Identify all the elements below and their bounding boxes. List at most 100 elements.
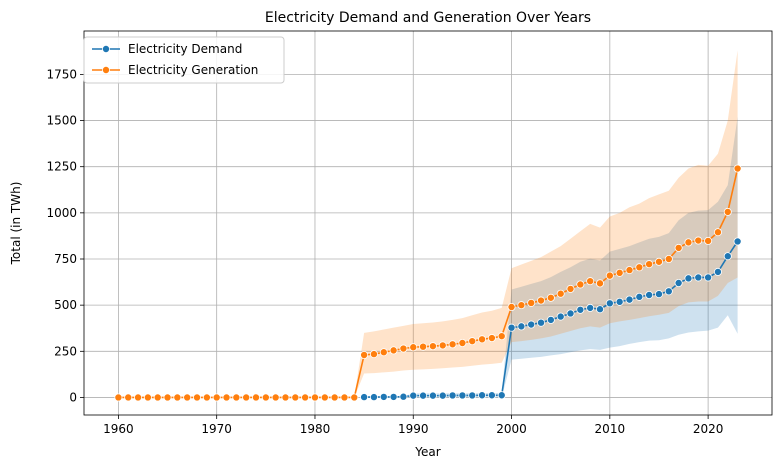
series-0-point	[566, 309, 575, 318]
series-0-point	[438, 391, 447, 400]
series-1-point	[251, 393, 260, 402]
series-0-point	[664, 287, 673, 296]
series-1-point	[527, 298, 536, 307]
series-1-point	[605, 271, 614, 280]
series-0-point	[478, 391, 487, 400]
legend-items: Electricity Demand Electricity Generation	[92, 42, 258, 77]
series-0-point	[458, 391, 467, 400]
series-0-point	[723, 252, 732, 261]
legend-label-0: Electricity Demand	[128, 42, 242, 56]
series-1-point	[713, 228, 722, 237]
series-1-point	[232, 393, 241, 402]
series-0-point	[615, 297, 624, 306]
confidence-bands	[118, 50, 738, 398]
series-0-point	[507, 323, 516, 332]
series-1-point	[458, 338, 467, 347]
series-1-point	[704, 236, 713, 245]
chart-title: Electricity Demand and Generation Over Y…	[265, 10, 591, 26]
series-0-point	[645, 290, 654, 299]
series-1-point	[369, 350, 378, 359]
series-1-band	[118, 50, 738, 398]
series-1-point	[546, 293, 555, 302]
series-0-point	[537, 318, 546, 327]
series-0-point	[684, 274, 693, 283]
series-0-point	[409, 391, 418, 400]
legend-marker-0	[102, 45, 111, 54]
series-1-point	[556, 289, 565, 298]
series-0-point	[379, 392, 388, 401]
legend-label-1: Electricity Generation	[128, 63, 258, 77]
series-0-point	[448, 391, 457, 400]
series-0-point	[369, 393, 378, 402]
series-1-point	[360, 350, 369, 359]
series-1-point	[576, 280, 585, 289]
series-0-point	[419, 391, 428, 400]
series-1-point	[212, 393, 221, 402]
series-1-point	[537, 296, 546, 305]
series-0-point	[586, 303, 595, 312]
series-1-point	[399, 344, 408, 353]
series-1-line	[118, 168, 739, 399]
series-0-point	[428, 391, 437, 400]
series-1-point	[389, 346, 398, 355]
series-1-point	[310, 393, 319, 402]
series-1-point	[428, 342, 437, 351]
series-1-point	[438, 341, 447, 350]
y-axis-ticks: 0 250 500 750 1000 1250 1500 1750	[46, 67, 84, 404]
series-1-point	[183, 393, 192, 402]
series-1-point	[143, 393, 152, 402]
series-1-point	[596, 279, 605, 288]
series-0-point	[546, 315, 555, 324]
series-1-point	[163, 393, 172, 402]
series-0-point	[487, 391, 496, 400]
series-1-point	[625, 266, 634, 275]
series-1-point	[674, 243, 683, 252]
grid-lines	[84, 31, 772, 415]
y-tick-label: 500	[54, 298, 77, 312]
legend-marker-1	[102, 66, 111, 75]
series-1-point	[654, 257, 663, 266]
series-0-band	[364, 116, 738, 398]
series-1-point	[448, 340, 457, 349]
x-tick-label: 2000	[496, 422, 527, 436]
series-1-point	[684, 238, 693, 247]
x-tick-label: 1990	[398, 422, 429, 436]
series-1-point	[134, 393, 143, 402]
series-0-point	[596, 305, 605, 314]
series-0-point	[733, 237, 742, 246]
series-0-point	[704, 273, 713, 282]
series-0-point	[635, 292, 644, 301]
series-0-point	[360, 393, 369, 402]
series-1-point	[124, 393, 133, 402]
series-1-point	[281, 393, 290, 402]
y-axis-label: Total (in TWh)	[9, 182, 23, 266]
series-1-point	[330, 393, 339, 402]
y-tick-label: 0	[69, 390, 77, 404]
series-0-point	[556, 312, 565, 321]
series-0-point	[468, 391, 477, 400]
series-1-point	[301, 393, 310, 402]
series-1-point	[645, 260, 654, 269]
series-0-point	[389, 392, 398, 401]
series-1-point	[497, 332, 506, 341]
series-points	[114, 164, 742, 402]
series-1-point	[615, 268, 624, 277]
plot-frame	[83, 30, 773, 416]
series-1-point	[173, 393, 182, 402]
series-1-point	[419, 342, 428, 351]
series-1-point	[271, 393, 280, 402]
series-1-point	[242, 393, 251, 402]
series-0-point	[654, 290, 663, 299]
series-1-point	[261, 393, 270, 402]
series-1-point	[409, 343, 418, 352]
series-0-point	[605, 299, 614, 308]
series-1-point	[635, 263, 644, 272]
series-1-point	[517, 301, 526, 310]
y-tick-label: 1500	[46, 114, 77, 128]
series-1-point	[733, 164, 742, 173]
series-1-point	[664, 254, 673, 263]
y-tick-label: 1250	[46, 160, 77, 174]
series-1-point	[694, 236, 703, 245]
series-0-point	[497, 391, 506, 400]
